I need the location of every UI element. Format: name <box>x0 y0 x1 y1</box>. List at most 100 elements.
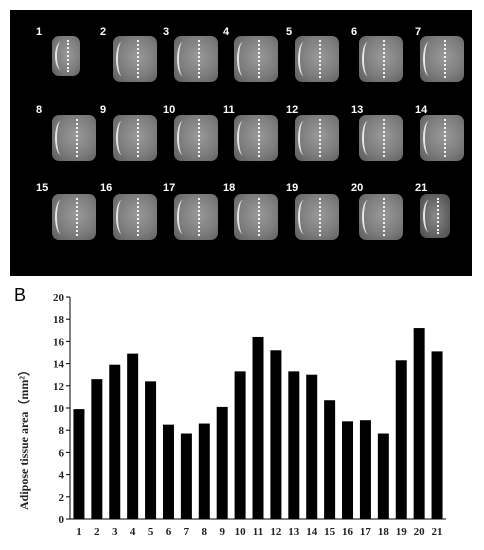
bar <box>431 351 443 519</box>
x-tick-label: 3 <box>112 526 118 538</box>
bar <box>288 371 300 519</box>
bar <box>180 433 192 519</box>
ct-slice-image <box>174 115 218 161</box>
x-tick-label: 19 <box>396 526 408 538</box>
x-tick-label: 14 <box>306 526 318 538</box>
x-tick-label: 9 <box>219 526 225 538</box>
y-tick-label: 16 <box>53 336 65 348</box>
x-tick-label: 7 <box>184 526 190 538</box>
bar <box>270 350 282 519</box>
x-tick-label: 11 <box>253 526 263 538</box>
panel-b-label: B <box>14 285 27 305</box>
bar <box>216 406 228 519</box>
ct-slice-image <box>359 115 403 161</box>
bar <box>127 353 139 519</box>
bar <box>162 424 174 519</box>
x-tick-label: 2 <box>94 526 100 538</box>
slice-number: 19 <box>286 182 299 194</box>
slice-number: 17 <box>163 182 176 194</box>
bar <box>342 421 354 519</box>
ct-slice-image <box>52 36 80 76</box>
slice-number: 6 <box>351 26 358 38</box>
bar <box>395 360 407 519</box>
slice-number: 11 <box>223 104 235 116</box>
bar <box>377 433 389 519</box>
y-axis: 0 2 4 6 8 10 12 14 16 18 20 <box>53 292 71 526</box>
slice-number: 13 <box>351 104 364 116</box>
slice-number: 3 <box>163 26 170 38</box>
bar <box>359 420 371 519</box>
slice-number: 10 <box>163 104 176 116</box>
x-tick-label: 17 <box>360 526 372 538</box>
bar <box>413 328 425 519</box>
slice-number: 15 <box>36 182 49 194</box>
y-tick-label: 12 <box>53 381 65 393</box>
ct-slice-image <box>174 194 218 240</box>
y-tick-label: 2 <box>59 492 65 504</box>
slice-number: 18 <box>223 182 236 194</box>
y-tick-label: 8 <box>59 425 65 437</box>
ct-slice-image <box>420 115 464 161</box>
x-tick-label: 5 <box>148 526 154 538</box>
slice-number: 9 <box>100 104 107 116</box>
slice-number: 20 <box>351 182 364 194</box>
y-tick-label: 10 <box>53 403 65 415</box>
slice-number: 8 <box>36 104 43 116</box>
bar <box>306 374 318 519</box>
ct-slice-image <box>295 194 339 240</box>
x-tick-label: 13 <box>288 526 300 538</box>
y-tick-label: 14 <box>53 359 65 371</box>
ct-slice-image <box>174 36 218 82</box>
bar <box>198 423 210 519</box>
x-tick-label: 8 <box>202 526 208 538</box>
y-tick-label: 6 <box>59 447 65 459</box>
x-tick-label: 18 <box>378 526 390 538</box>
bar <box>145 381 157 519</box>
slice-number: 5 <box>286 26 293 38</box>
bar-series <box>73 328 443 519</box>
ct-slice-panel: 1 2 3 4 5 6 7 8 9 10 11 12 13 14 15 16 17 18 19 20 21 <box>10 10 472 276</box>
ct-slice-image <box>359 194 403 240</box>
x-tick-label: 16 <box>342 526 354 538</box>
ct-slice-image <box>234 115 278 161</box>
x-tick-label: 6 <box>166 526 172 538</box>
y-tick-label: 4 <box>59 470 65 482</box>
ct-slice-image <box>234 194 278 240</box>
ct-slice-image <box>113 36 157 82</box>
x-tick-label: 1 <box>76 526 82 538</box>
slice-number: 14 <box>415 104 428 116</box>
ct-slice-image <box>295 115 339 161</box>
y-tick-label: 20 <box>53 292 65 304</box>
y-tick-label: 18 <box>53 314 65 326</box>
slice-number: 21 <box>415 182 428 194</box>
ct-slice-image <box>113 115 157 161</box>
ct-slice-image <box>52 194 96 240</box>
bar <box>234 371 246 519</box>
x-tick-label: 10 <box>235 526 247 538</box>
ct-slice-image <box>234 36 278 82</box>
ct-slice-image <box>420 194 450 238</box>
x-tick-label: 15 <box>324 526 336 538</box>
ct-slice-image <box>359 36 403 82</box>
x-tick-label: 21 <box>432 526 443 538</box>
x-tick-label: 20 <box>414 526 426 538</box>
x-tick-label: 12 <box>270 526 282 538</box>
slice-number: 4 <box>223 26 230 38</box>
y-tick-label: 0 <box>59 514 65 526</box>
ct-slice-image <box>113 194 157 240</box>
slice-number: 7 <box>415 26 422 38</box>
bar <box>109 364 121 519</box>
bar <box>91 379 103 519</box>
slice-number: 1 <box>36 26 43 38</box>
slice-number: 16 <box>100 182 113 194</box>
bar <box>252 336 264 519</box>
bar <box>73 409 85 519</box>
ct-slice-image <box>52 115 96 161</box>
slice-number: 2 <box>100 26 107 38</box>
ct-slice-image <box>295 36 339 82</box>
x-axis: 1 2 3 4 5 6 7 8 9 10 11 12 13 14 15 16 17 18 19 20 21 <box>70 518 446 538</box>
bar <box>324 400 336 519</box>
y-axis-label: Adipose tissue area（mm²） <box>16 364 31 510</box>
x-tick-label: 4 <box>130 526 136 538</box>
